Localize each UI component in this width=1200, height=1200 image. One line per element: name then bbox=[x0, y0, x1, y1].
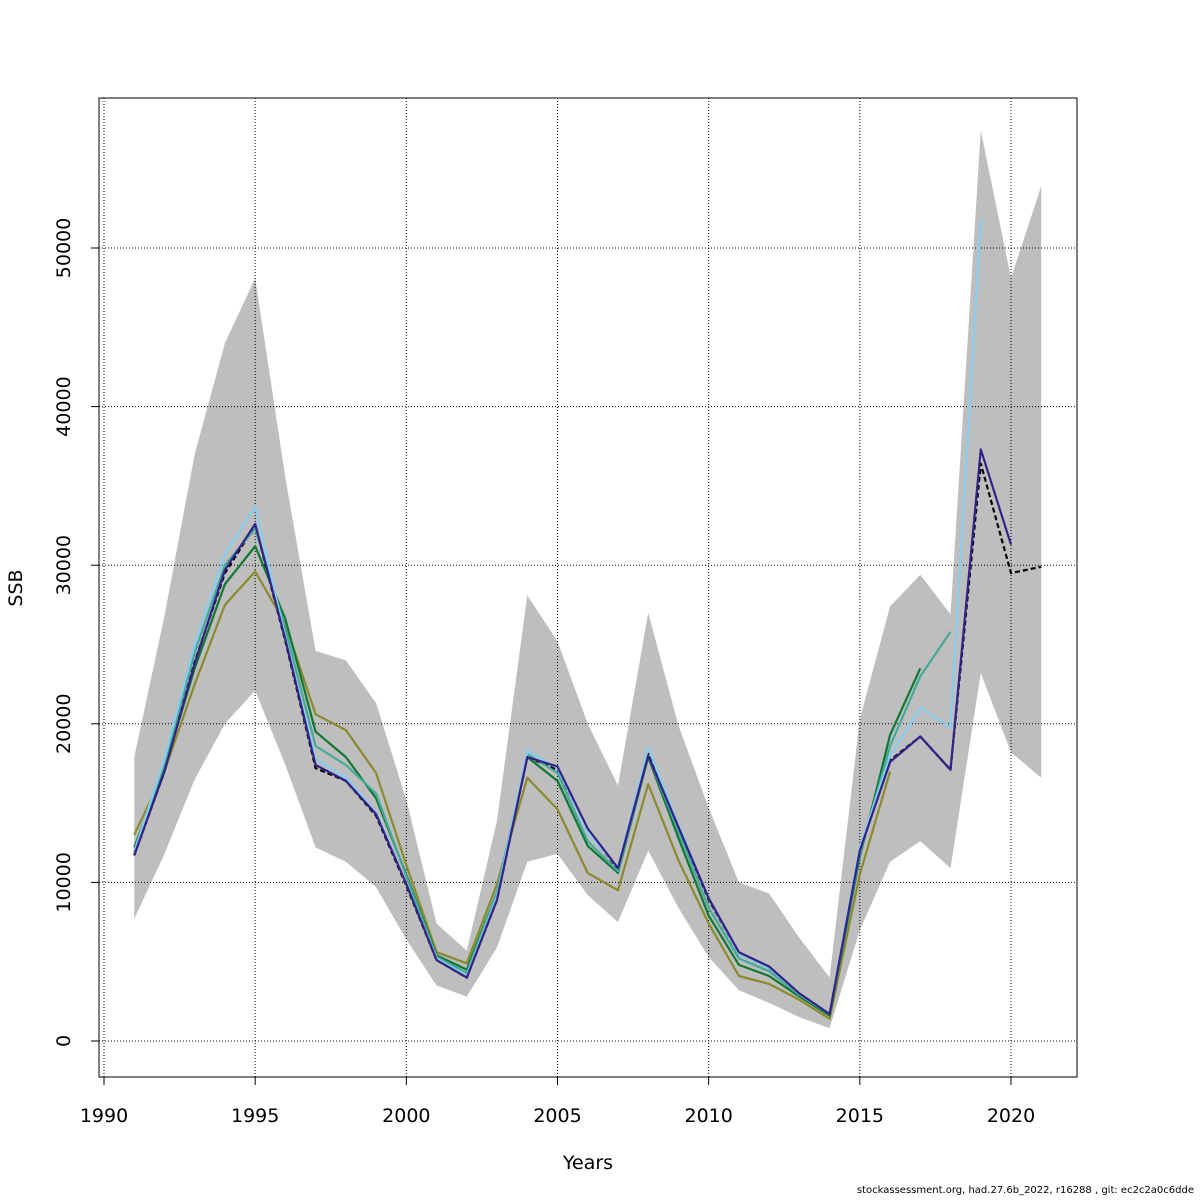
x-tick-label: 2005 bbox=[533, 1105, 581, 1127]
y-tick-label: 50000 bbox=[53, 218, 75, 278]
y-tick-label: 40000 bbox=[53, 376, 75, 436]
x-tick-label: 2020 bbox=[987, 1105, 1035, 1127]
x-tick-label: 2000 bbox=[382, 1105, 430, 1127]
x-tick-label: 1995 bbox=[231, 1105, 279, 1127]
x-tick-label: 2015 bbox=[836, 1105, 884, 1127]
y-tick-label: 0 bbox=[53, 1035, 75, 1047]
footnote: stockassessment.org, had.27.6b_2022, r16… bbox=[856, 1185, 1194, 1196]
confidence-band bbox=[134, 130, 1042, 1029]
x-tick-label: 2010 bbox=[684, 1105, 732, 1127]
axis-layer: 1990 1995 2000 2005 2010 2015 2020 0 10000 20000 3… bbox=[53, 218, 1035, 1127]
y-tick-label: 30000 bbox=[53, 535, 75, 595]
y-tick-label: 10000 bbox=[53, 852, 75, 912]
y-axis-title: SSB bbox=[5, 569, 27, 606]
confidence-band-layer bbox=[134, 130, 1042, 1029]
x-tick-label: 1990 bbox=[80, 1105, 128, 1127]
plot-frame bbox=[98, 97, 1078, 1078]
y-tick-label: 20000 bbox=[53, 694, 75, 754]
series-layer bbox=[133, 219, 1042, 1020]
series-line-6 bbox=[133, 448, 1013, 1016]
grid-layer bbox=[99, 98, 1077, 1077]
x-axis-title: Years bbox=[562, 1152, 613, 1174]
